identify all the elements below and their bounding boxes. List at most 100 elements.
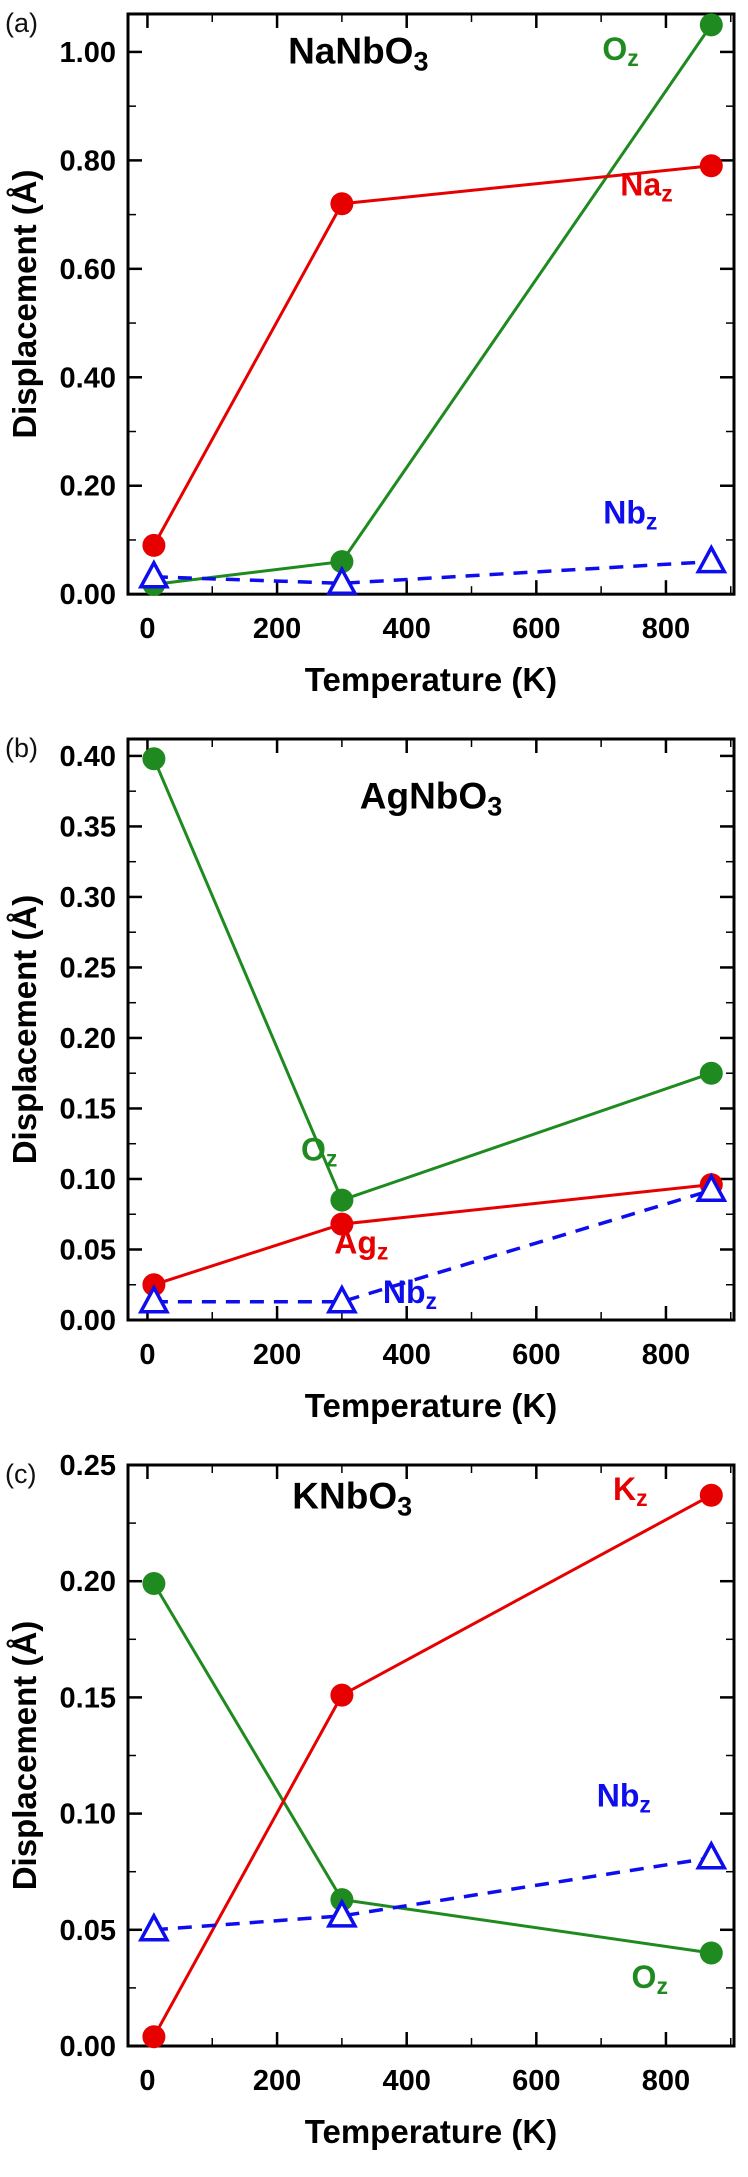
x-tick-label: 800 [642, 613, 690, 645]
series-line-Nbz [153, 1188, 712, 1304]
plot-border [126, 737, 736, 1322]
x-tick-label: 0 [139, 2065, 155, 2097]
data-point-Naz [142, 533, 166, 557]
x-axis-label: Temperature (K) [305, 2113, 557, 2150]
y-tick-label: 0.25 [60, 1451, 116, 1482]
series-label-Nbz: Nbz [383, 1274, 437, 1314]
series-markers-Kz [142, 1483, 723, 2049]
x-axis-label: Temperature (K) [305, 1387, 557, 1424]
series-label-Oz: Oz [632, 1959, 668, 1999]
series-markers-Nbz [137, 1172, 728, 1314]
x-axis-label: Temperature (K) [305, 661, 557, 698]
data-point-Kz [330, 1683, 354, 1707]
y-tick-label: 0.10 [60, 1799, 116, 1831]
data-point-Oz [330, 550, 354, 574]
x-tick-label: 400 [382, 2065, 430, 2097]
data-point-Agz [330, 1212, 354, 1236]
axis-ticks [128, 739, 734, 1322]
x-tick-label: 600 [512, 1339, 560, 1371]
series-markers-Oz [142, 747, 723, 1212]
series-line-Oz [152, 1582, 712, 1955]
data-point-Oz [330, 1188, 354, 1212]
x-tick-label: 400 [383, 613, 431, 645]
tick-labels: 0 200 400 600 800 0.00 0.05 0.10 0.15 0.20 0.25 0.3… [60, 741, 691, 1371]
series-label-Agz: Agz [334, 1225, 388, 1265]
data-point-Naz [330, 192, 354, 216]
data-point-Nbz [325, 565, 358, 596]
x-tick-label: 800 [642, 1339, 690, 1371]
panel-letter: (a) [5, 8, 38, 38]
data-point-Nbz [695, 1172, 728, 1203]
x-tick-label: 400 [382, 1339, 430, 1371]
y-axis-label: Displacement (Å) [6, 170, 43, 439]
data-point-Nbz [695, 543, 728, 574]
data-point-Nbz [695, 1840, 728, 1870]
y-tick-label: 0.05 [60, 1915, 116, 1947]
y-tick-label: 0.00 [60, 2031, 116, 2063]
series-label-Naz: Naz [620, 167, 672, 207]
tick-labels: 0 200 400 600 800 0.00 0.20 0.40 0.60 0.80 1.00 [60, 37, 691, 645]
series-markers-Naz [142, 154, 723, 557]
panel-letter: (c) [5, 1459, 36, 1489]
x-tick-label: 200 [253, 1339, 301, 1371]
series-line-Naz [152, 164, 712, 547]
y-tick-label: 0.00 [60, 1305, 116, 1337]
y-tick-label: 0.30 [60, 882, 116, 914]
data-point-Nbz [325, 1284, 358, 1314]
data-point-Nbz [137, 559, 170, 589]
series-markers-Nbz [137, 543, 728, 596]
y-tick-label: 0.35 [60, 811, 116, 843]
y-tick-label: 0.05 [60, 1234, 116, 1266]
x-tick-label: 600 [512, 2065, 560, 2097]
y-tick-label: 0.60 [60, 254, 116, 286]
y-axis-label: Displacement (Å) [6, 1621, 43, 1891]
y-tick-label: 0.15 [60, 1093, 116, 1125]
data-point-Oz [699, 1061, 723, 1085]
tick-labels: 0 200 400 600 800 0.00 0.05 0.10 0.15 0.20 0.25 [60, 1451, 691, 2097]
y-tick-label: 0.20 [60, 1566, 116, 1598]
data-point-Kz [142, 2025, 166, 2049]
x-tick-label: 600 [512, 613, 560, 645]
series-label-Oz: Oz [301, 1132, 337, 1172]
x-tick-label: 800 [642, 2065, 690, 2097]
panel-c-chart: 0 200 400 600 800 0.00 0.05 0.10 0.15 0.20 0.25 Tem… [5, 1451, 736, 2150]
y-tick-label: 0.20 [60, 1023, 116, 1055]
y-tick-label: 0.40 [60, 741, 116, 773]
series-markers-Oz [142, 1572, 723, 1965]
series-line-Nbz [153, 559, 712, 586]
chart-title: AgNbO3 [360, 776, 502, 822]
series-line-Oz [152, 758, 712, 1202]
plot-border [126, 12, 736, 596]
panel-a-chart: 0 200 400 600 800 0.00 0.20 0.40 0.60 0.80 1.00 Tem… [5, 8, 736, 698]
x-tick-label: 0 [139, 1339, 155, 1371]
x-tick-label: 200 [253, 2065, 301, 2097]
y-tick-label: 0.10 [60, 1164, 116, 1196]
y-tick-label: 0.15 [60, 1682, 116, 1714]
y-axis-label: Displacement (Å) [6, 895, 43, 1165]
series-line-Nbz [153, 1856, 712, 1932]
data-point-Nbz [325, 1898, 358, 1928]
x-tick-label: 0 [139, 613, 155, 645]
y-tick-label: 0.25 [60, 952, 116, 984]
y-tick-label: 0.20 [60, 471, 116, 503]
y-tick-label: 0.80 [60, 145, 116, 177]
series-markers-Nbz [137, 1840, 728, 1942]
data-point-Oz [142, 747, 166, 771]
data-point-Naz [699, 154, 723, 178]
x-tick-label: 200 [253, 613, 301, 645]
data-point-Kz [699, 1483, 723, 1507]
data-point-Oz [699, 13, 723, 37]
y-tick-label: 1.00 [60, 37, 116, 69]
series-line-Agz [153, 1183, 712, 1287]
data-point-Oz [699, 1941, 723, 1965]
series-label-Nbz: Nbz [603, 495, 657, 535]
y-tick-label: 0.40 [60, 362, 116, 394]
data-point-Oz [142, 1572, 166, 1595]
data-point-Nbz [137, 1912, 170, 1942]
panel-b-chart: 0 200 400 600 800 0.00 0.05 0.10 0.15 0.20 0.25 0.3… [5, 733, 736, 1424]
data-point-Nbz [137, 1284, 170, 1314]
panel-letter: (b) [5, 733, 38, 763]
series-label-Nbz: Nbz [597, 1778, 651, 1818]
chart-title: NaNbO3 [288, 30, 428, 76]
